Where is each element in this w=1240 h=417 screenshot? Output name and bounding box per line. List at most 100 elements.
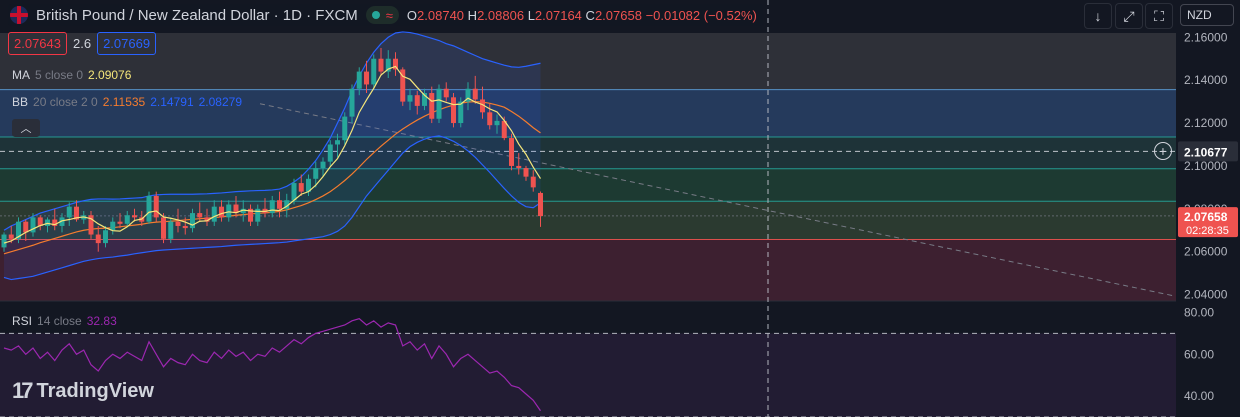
buy-price-button[interactable]: 2.07669 <box>97 32 157 55</box>
candle-body <box>480 99 485 113</box>
gbp-flag-icon <box>10 6 28 24</box>
candle-body <box>487 112 493 126</box>
candle-body <box>248 208 253 222</box>
candle-body <box>117 221 123 224</box>
candle-body <box>385 58 391 72</box>
ma5-line <box>3 65 542 244</box>
sell-price-button[interactable]: 2.07643 <box>8 32 67 55</box>
bb-upper-line <box>3 31 541 231</box>
price-zone <box>0 239 1176 301</box>
candle-body <box>132 215 137 218</box>
last-price-label: 2.07658 <box>1184 210 1228 224</box>
rsi-band <box>0 333 1176 417</box>
candle-body <box>124 215 130 224</box>
candle-body <box>197 213 203 218</box>
price-tick-label: 2.06000 <box>1184 245 1228 259</box>
candle-body <box>88 215 94 235</box>
candle-body <box>342 116 348 141</box>
price-tick-label: 2.16000 <box>1184 30 1228 44</box>
candle-body <box>66 206 72 218</box>
candle-body <box>320 161 326 169</box>
candle-body <box>146 195 152 222</box>
candle-body <box>226 204 232 218</box>
candle-body <box>8 234 14 239</box>
candle-body <box>364 71 369 85</box>
candle-body <box>327 144 333 162</box>
down-arrow-icon[interactable]: ↓ <box>1084 3 1112 29</box>
frame-icon[interactable]: ⛶ <box>1145 3 1173 29</box>
candle-body <box>509 138 514 166</box>
candle-body <box>23 221 29 233</box>
candle-body <box>494 120 500 126</box>
candle-body <box>233 204 239 214</box>
bb-lower-line <box>3 135 541 281</box>
bb-basis-value: 2.11535 <box>102 95 146 109</box>
candle-body <box>110 221 116 231</box>
candle-body <box>436 88 442 119</box>
ma-value: 2.09076 <box>88 68 132 82</box>
candle-body <box>168 221 174 239</box>
candle-body <box>240 208 246 214</box>
candle-body <box>313 168 319 179</box>
market-status-pill[interactable]: ≈ <box>365 6 399 24</box>
tradingview-mark-icon: 17 <box>12 378 34 403</box>
spread-value: 2.6 <box>73 36 92 51</box>
candle-body <box>371 58 377 85</box>
candle-body <box>37 217 43 226</box>
candle-body <box>45 219 50 226</box>
currency-selector[interactable]: NZD <box>1180 4 1234 26</box>
symbol-header: British Pound / New Zealand Dollar · 1D … <box>8 4 763 26</box>
candle-body <box>422 93 427 106</box>
change-value: −0.01082 (−0.52%) <box>645 7 757 23</box>
open-value: 2.08740 <box>417 7 465 23</box>
candle-body <box>52 219 58 226</box>
low-value: 2.07164 <box>534 7 582 23</box>
candle-body <box>538 192 543 217</box>
candle-body <box>255 208 261 222</box>
ma-legend[interactable]: MA 5 close 0 2.09076 <box>12 68 132 82</box>
bb-legend[interactable]: BB 20 close 2 0 2.11535 2.14791 2.08279 <box>12 95 243 109</box>
price-tick-label: 2.14000 <box>1184 73 1228 87</box>
candle-body <box>465 88 471 102</box>
tradingview-logo: 17 TradingView <box>12 378 154 403</box>
candle-body <box>458 101 464 124</box>
candle-body <box>429 93 435 119</box>
bb-lower-value: 2.08279 <box>198 95 243 109</box>
price-zone <box>0 89 1176 137</box>
candle-body <box>1 234 7 248</box>
countdown-label: 02:28:35 <box>1186 225 1229 237</box>
candle-body <box>291 183 297 201</box>
marker-price-tag <box>1178 141 1238 162</box>
rsi-line <box>3 318 541 412</box>
add-alert-plus-icon[interactable]: + <box>1154 142 1172 160</box>
candle-body <box>298 183 304 192</box>
symbol-title[interactable]: British Pound / New Zealand Dollar · 1D … <box>36 6 358 24</box>
candle-body <box>219 206 224 218</box>
price-zone <box>0 136 1176 169</box>
rsi-legend[interactable]: RSI 14 close 32.83 <box>12 314 117 328</box>
candle-body <box>516 165 522 169</box>
price-zone <box>0 33 1176 90</box>
candle-body <box>190 213 195 229</box>
rsi-tick-label: 40.00 <box>1184 389 1214 403</box>
candle-body <box>103 230 108 244</box>
candle-body <box>74 206 79 220</box>
wave-icon: ≈ <box>385 7 393 23</box>
candle-body <box>16 221 21 239</box>
price-zone <box>0 168 1176 202</box>
candle-body <box>30 217 36 233</box>
candle-body <box>349 88 355 117</box>
collapse-legend-button[interactable]: ︿ <box>12 119 40 137</box>
candle-body <box>204 217 210 222</box>
candle-body <box>356 71 362 89</box>
candle-body <box>182 225 188 229</box>
candle-body <box>175 221 181 226</box>
expand-icon[interactable]: ⤢ <box>1115 3 1143 29</box>
candle-body <box>523 168 529 177</box>
candle-body <box>501 120 507 139</box>
candle-body <box>335 140 340 145</box>
price-tick-label: 2.04000 <box>1184 288 1228 302</box>
candle-body <box>414 95 420 106</box>
candle-body <box>59 217 65 226</box>
